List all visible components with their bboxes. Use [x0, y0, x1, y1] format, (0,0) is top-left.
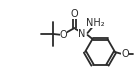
Text: O: O [121, 49, 129, 59]
Text: N: N [78, 29, 86, 39]
Text: NH₂: NH₂ [86, 18, 105, 28]
Text: O: O [60, 30, 67, 40]
Text: O: O [71, 9, 78, 19]
